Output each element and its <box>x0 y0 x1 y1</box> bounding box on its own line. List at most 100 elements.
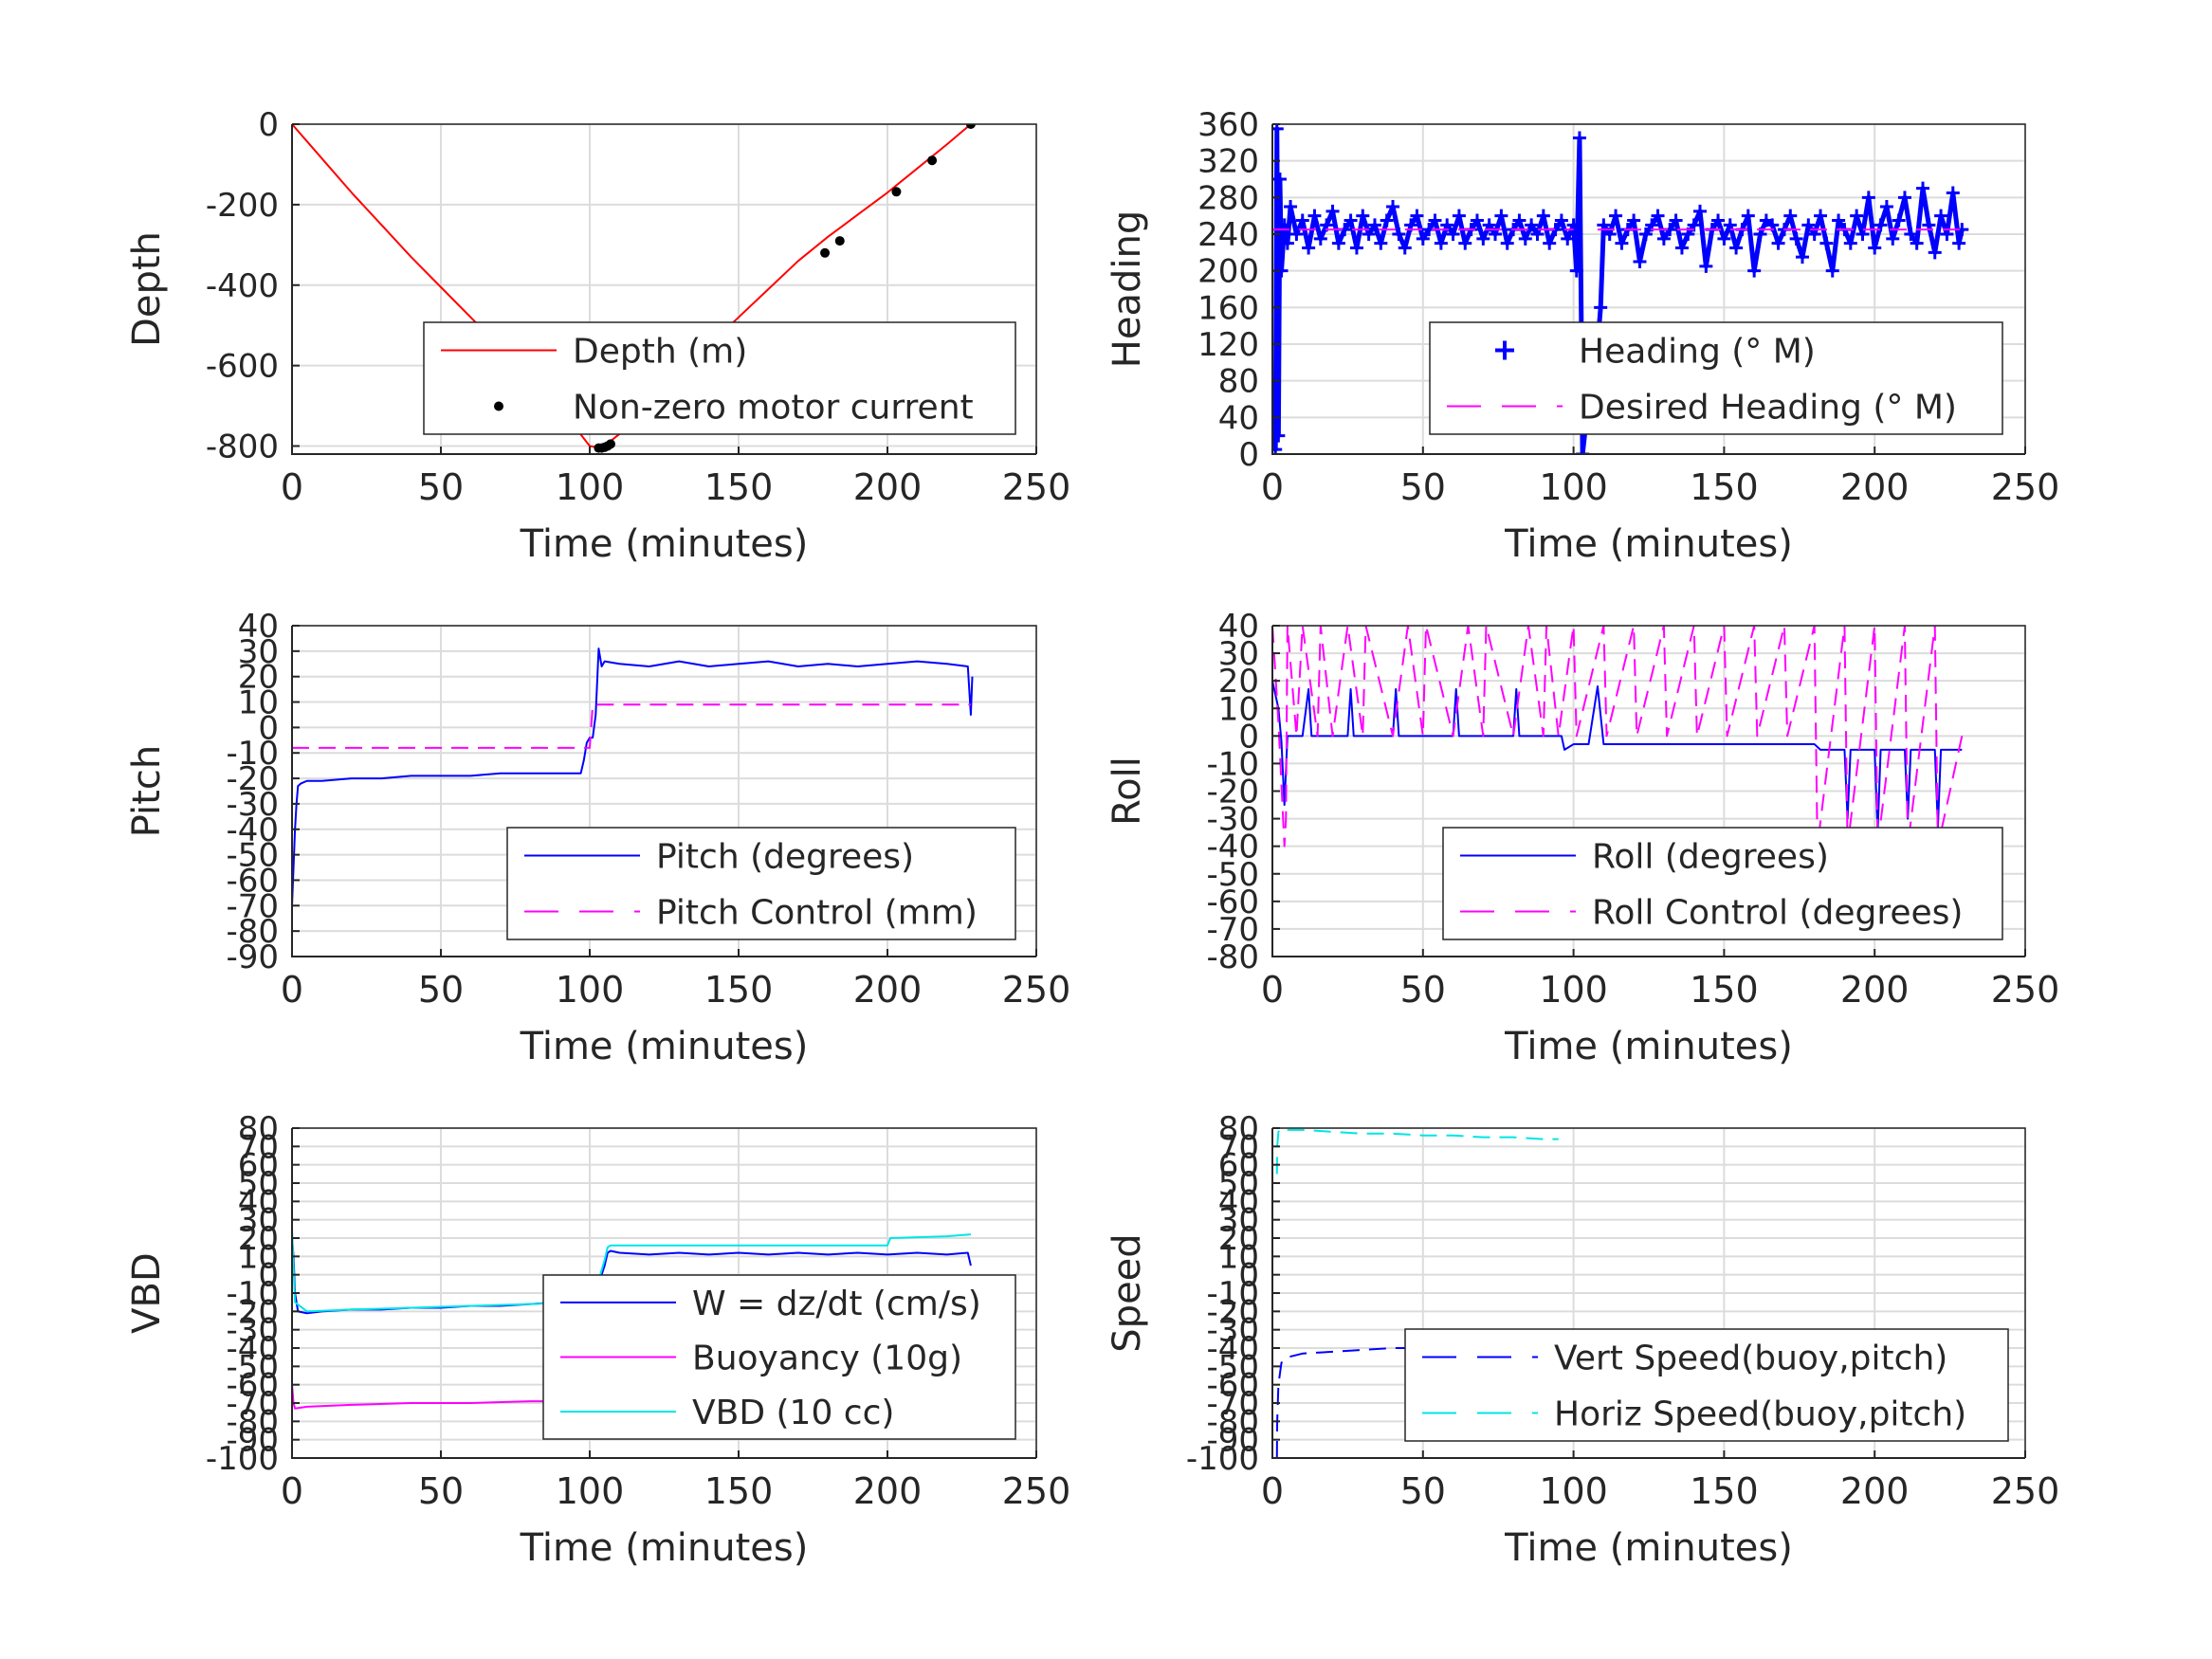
roll-ytick-label: 10 <box>1218 690 1259 728</box>
speed-xtick-label: 0 <box>1261 1470 1284 1512</box>
pitch-axes-box <box>292 625 1037 957</box>
depth-series-2-marker <box>891 187 902 197</box>
heading-ytick-label: 320 <box>1197 143 1259 181</box>
roll-ytick-label: -10 <box>1206 745 1259 783</box>
depth-ytick-label: 0 <box>258 106 279 144</box>
depth-ylabel: Depth <box>125 231 169 347</box>
vbd-xtick-label: 250 <box>1002 1470 1071 1512</box>
depth-xtick-label: 50 <box>418 466 464 508</box>
depth-ytick-label: -600 <box>206 348 279 386</box>
speed-ytick-label: 10 <box>1218 1238 1259 1276</box>
vbd-ylabel: VBD <box>125 1252 169 1334</box>
vbd-ytick-label: 80 <box>238 1110 279 1148</box>
heading-ytick-label: 0 <box>1238 436 1259 474</box>
speed-ytick-label: 40 <box>1218 1183 1259 1221</box>
heading-legend-box <box>1429 321 2003 435</box>
vbd-ytick-label: -20 <box>226 1293 279 1331</box>
roll-ytick-label: -70 <box>1206 911 1259 949</box>
vbd-ytick-label: -60 <box>226 1367 279 1405</box>
heading-legend-label: Desired Heading (° M) <box>1579 389 1957 428</box>
heading-ytick-label: 120 <box>1197 326 1259 364</box>
speed-ylabel: Speed <box>1106 1233 1149 1352</box>
pitch-xlabel: Time (minutes) <box>520 1025 809 1068</box>
depth-ytick-label: -200 <box>206 187 279 225</box>
roll-ytick-label: -50 <box>1206 856 1259 894</box>
vbd-ytick-label: -10 <box>226 1275 279 1313</box>
vbd-series-2-line <box>292 1384 581 1410</box>
vbd-ytick-label: 20 <box>238 1220 279 1258</box>
heading-ylabel: Heading <box>1106 210 1149 368</box>
pitch-ytick-label: -20 <box>226 760 279 798</box>
roll-legend-label: Roll (degrees) <box>1592 838 1829 877</box>
heading-ytick-label: 280 <box>1197 179 1259 217</box>
heading-xtick-label: 150 <box>1690 466 1759 508</box>
speed-ytick-label: -40 <box>1206 1330 1259 1368</box>
roll-xtick-label: 150 <box>1690 969 1759 1011</box>
pitch-ytick-label: -50 <box>226 837 279 875</box>
pitch-chart: 0 50 100 150 200 250-90-80-70-60-50-40-30-20-… <box>125 608 1070 1068</box>
heading-ytick-label: 40 <box>1218 399 1259 437</box>
roll-chart: 0 50 100 150 200 250-80-70-60-50-40-30-20-100… <box>1106 608 2059 1068</box>
heading-legend-label: Heading (° M) <box>1579 333 1816 372</box>
depth-legend-label: Depth (m) <box>573 333 747 372</box>
speed-legend-label: Vert Speed(buoy,pitch) <box>1554 1340 1947 1378</box>
speed-series-2-line <box>1275 1128 1559 1175</box>
heading-xtick-label: 250 <box>1991 466 2060 508</box>
depth-series-2-marker <box>820 247 831 258</box>
pitch-ytick-label: 10 <box>238 684 279 722</box>
roll-xlabel: Time (minutes) <box>1504 1025 1793 1068</box>
speed-ytick-label: -30 <box>1206 1312 1259 1350</box>
vbd-axes-box <box>292 1127 1037 1458</box>
depth-axes-box <box>292 123 1037 454</box>
vbd-legend-label: W = dz/dt (cm/s) <box>692 1285 981 1323</box>
depth-xtick-label: 100 <box>556 466 625 508</box>
vbd-legend: W = dz/dt (cm/s) Buoyancy (10g) VBD (10 cc… <box>542 1274 1016 1440</box>
roll-axes-box <box>1272 625 2026 957</box>
roll-xtick-label: 50 <box>1400 969 1446 1011</box>
heading-ytick-label: 240 <box>1197 216 1259 254</box>
speed-ytick-label: -50 <box>1206 1348 1259 1386</box>
depth-xlabel: Time (minutes) <box>520 522 809 566</box>
pitch-ytick-label: -90 <box>226 939 279 976</box>
pitch-xtick-label: 200 <box>853 969 923 1011</box>
speed-ytick-label: 30 <box>1218 1202 1259 1240</box>
pitch-xtick-label: 100 <box>556 969 625 1011</box>
vbd-ytick-label: -30 <box>226 1312 279 1350</box>
speed-xtick-label: 100 <box>1539 1470 1608 1512</box>
speed-ytick-label: -100 <box>1186 1440 1259 1478</box>
speed-legend-label: Horiz Speed(buoy,pitch) <box>1554 1395 1966 1434</box>
speed-ytick-label: 20 <box>1218 1220 1259 1258</box>
speed-ytick-label: 80 <box>1218 1110 1259 1148</box>
vbd-ytick-label: -70 <box>226 1385 279 1423</box>
pitch-ytick-label: -30 <box>226 786 279 824</box>
vbd-xtick-label: 200 <box>853 1470 923 1512</box>
vbd-ytick-label: 50 <box>238 1165 279 1203</box>
depth-series-2-marker <box>834 236 845 246</box>
depth-series-2-marker <box>927 155 938 166</box>
heading-chart: 0 50 100 150 200 2500408012016020024028032036… <box>1106 106 2059 566</box>
depth-xtick-label: 250 <box>1002 466 1071 508</box>
heading-xtick-label: 50 <box>1400 466 1446 508</box>
pitch-legend-label: Pitch Control (mm) <box>656 894 978 933</box>
heading-ytick-label: 360 <box>1197 106 1259 144</box>
speed-xtick-label: 150 <box>1690 1470 1759 1512</box>
depth-legend-swatch <box>494 401 503 411</box>
heading-xtick-label: 100 <box>1539 466 1608 508</box>
speed-xtick-label: 250 <box>1991 1470 2060 1512</box>
roll-ylabel: Roll <box>1106 757 1149 826</box>
roll-xtick-label: 250 <box>1991 969 2060 1011</box>
depth-series-2-marker <box>965 124 976 129</box>
vbd-xtick-label: 0 <box>281 1470 303 1512</box>
depth-ytick-label: -400 <box>206 267 279 305</box>
heading-axes-box <box>1272 123 2026 454</box>
depth-ytick-label: -800 <box>206 428 279 466</box>
roll-xtick-label: 200 <box>1840 969 1910 1011</box>
roll-ytick-label: -40 <box>1206 829 1259 866</box>
vbd-ytick-label: 0 <box>258 1257 279 1295</box>
speed-ytick-label: -20 <box>1206 1293 1259 1331</box>
vbd-ytick-label: -100 <box>206 1440 279 1478</box>
depth-xtick-label: 150 <box>704 466 774 508</box>
vbd-ytick-label: 40 <box>238 1183 279 1221</box>
vbd-xlabel: Time (minutes) <box>520 1526 809 1570</box>
